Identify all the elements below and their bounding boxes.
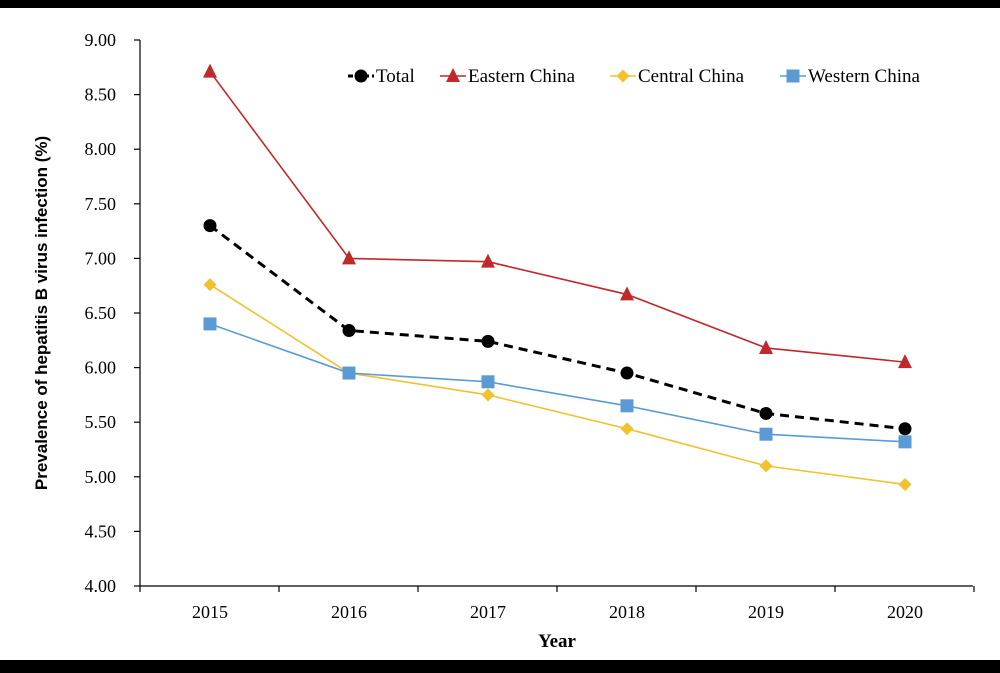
y-tick-label: 4.50 bbox=[85, 521, 117, 541]
data-point-eastern-china-2017 bbox=[481, 253, 495, 268]
data-point-total-2018 bbox=[620, 366, 634, 380]
data-point-western-china-2016 bbox=[342, 366, 356, 380]
data-point-eastern-china-2019 bbox=[759, 339, 773, 354]
data-point-eastern-china-2020 bbox=[898, 354, 912, 369]
series-line-eastern-china bbox=[209, 71, 906, 363]
x-tick-label: 2017 bbox=[470, 602, 506, 622]
x-axis-title: Year bbox=[538, 631, 577, 652]
data-point-total-2017 bbox=[481, 334, 495, 348]
x-tick-label: 2020 bbox=[887, 602, 923, 622]
x-tick-label: 2016 bbox=[331, 602, 367, 622]
y-tick-label: 6.50 bbox=[85, 303, 117, 323]
data-point-central-china-2019 bbox=[759, 459, 773, 473]
data-point-western-china-2015 bbox=[203, 317, 217, 331]
legend-item-western-china: Western China bbox=[780, 66, 920, 87]
legend-label-western-china: Western China bbox=[808, 66, 920, 87]
y-tick-label: 5.50 bbox=[85, 412, 117, 432]
axes: 4.00 4.50 5.00 5.50 6.00 6.50 7.00 7.50 8.00 8.50… bbox=[85, 30, 975, 622]
series-western-china bbox=[203, 317, 912, 449]
legend-marker-total bbox=[354, 69, 368, 83]
y-tick-label: 5.00 bbox=[85, 467, 117, 487]
legend-label-total: Total bbox=[376, 66, 415, 87]
legend-marker-eastern-china bbox=[446, 68, 460, 82]
data-point-central-china-2017 bbox=[481, 388, 495, 402]
x-tick-label: 2018 bbox=[609, 602, 645, 622]
series-line-total bbox=[209, 224, 906, 431]
y-tick-label: 9.00 bbox=[85, 30, 117, 50]
y-tick-label: 4.00 bbox=[85, 576, 117, 596]
data-point-central-china-2015 bbox=[203, 278, 217, 292]
y-axis-title: Prevalence of hepatitis B virus infectio… bbox=[32, 136, 51, 490]
data-point-western-china-2017 bbox=[481, 375, 495, 389]
data-point-eastern-china-2018 bbox=[620, 286, 634, 301]
legend-marker-central-china bbox=[616, 69, 630, 83]
chart-frame: 4.00 4.50 5.00 5.50 6.00 6.50 7.00 7.50 8.00 8.50… bbox=[0, 8, 1000, 660]
y-tick-label: 8.00 bbox=[85, 139, 117, 159]
series-line-western-china bbox=[209, 323, 906, 443]
y-tick-label: 7.50 bbox=[85, 194, 117, 214]
data-point-eastern-china-2015 bbox=[203, 63, 217, 78]
series-line-central-china bbox=[209, 283, 906, 486]
data-point-western-china-2018 bbox=[620, 399, 634, 413]
legend-label-central-china: Central China bbox=[638, 66, 745, 87]
data-point-total-2020 bbox=[898, 422, 912, 436]
legend-marker-western-china bbox=[786, 69, 800, 83]
legend-item-central-china: Central China bbox=[610, 66, 745, 87]
data-point-central-china-2018 bbox=[620, 422, 634, 436]
legend-item-eastern-china: Eastern China bbox=[440, 66, 576, 87]
series-eastern-china bbox=[203, 63, 912, 369]
data-point-western-china-2019 bbox=[759, 427, 773, 441]
data-point-western-china-2020 bbox=[898, 435, 912, 449]
line-chart: 4.00 4.50 5.00 5.50 6.00 6.50 7.00 7.50 8.00 8.50… bbox=[32, 30, 975, 652]
data-point-central-china-2020 bbox=[898, 477, 912, 491]
x-tick-label: 2019 bbox=[748, 602, 784, 622]
legend-item-total: Total bbox=[348, 66, 415, 87]
y-tick-label: 7.00 bbox=[85, 248, 117, 268]
legend: Total Eastern China Central China Western C… bbox=[348, 66, 920, 87]
legend-label-eastern-china: Eastern China bbox=[468, 66, 576, 87]
data-point-total-2016 bbox=[342, 323, 356, 337]
series-total bbox=[203, 219, 912, 436]
data-point-eastern-china-2016 bbox=[342, 250, 356, 265]
y-tick-label: 6.00 bbox=[85, 358, 117, 378]
x-tick-label: 2015 bbox=[192, 602, 228, 622]
y-tick-label: 8.50 bbox=[85, 85, 117, 105]
series-central-china bbox=[203, 278, 912, 491]
data-point-total-2015 bbox=[203, 219, 217, 233]
series-layer bbox=[203, 63, 912, 491]
data-point-total-2019 bbox=[759, 406, 773, 420]
